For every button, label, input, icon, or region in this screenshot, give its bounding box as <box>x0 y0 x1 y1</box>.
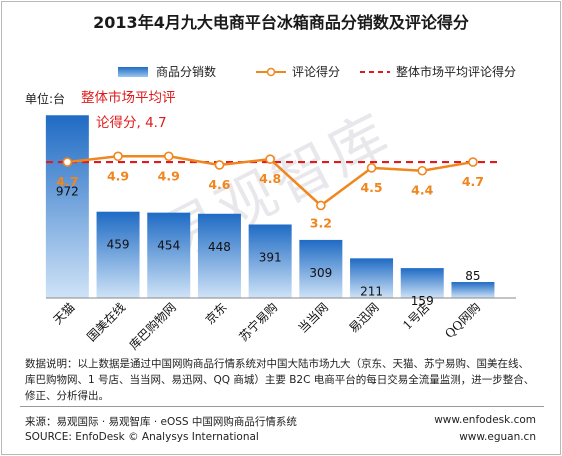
bar-value-label-4: 391 <box>259 250 282 264</box>
score-point-4 <box>265 154 275 164</box>
bar-3 <box>197 213 241 298</box>
score-point-8 <box>468 157 478 167</box>
score-point-0 <box>62 157 73 167</box>
bar-5 <box>299 239 343 298</box>
bar-value-label-7: 159 <box>411 294 434 308</box>
score-point-3 <box>214 160 225 170</box>
bar-6 <box>350 258 394 298</box>
x-tick-label-0: 天猫 <box>51 300 78 327</box>
bar-value-label-1: 459 <box>107 238 130 252</box>
bar-value-label-2: 454 <box>157 239 180 253</box>
score-point-6 <box>366 163 377 173</box>
x-tick-label-4: 苏宁易购 <box>236 300 281 345</box>
legend-avg-label: 整体市场平均评论得分 <box>396 65 517 79</box>
source-url-1: www.enfodesk.com <box>434 414 536 426</box>
x-tick-label-6: 易迅网 <box>346 300 381 335</box>
x-tick-label-8: QQ网购 <box>442 300 483 341</box>
bar-value-label-0: 972 <box>56 184 79 198</box>
score-label-4: 4.8 <box>259 171 281 186</box>
bar-value-label-3: 448 <box>208 240 231 254</box>
score-label-6: 4.5 <box>360 180 382 195</box>
score-label-5: 3.2 <box>310 215 332 230</box>
score-point-2 <box>163 151 174 162</box>
x-tick-label-2: 库巴购物网 <box>126 300 179 353</box>
source-url-2: www.eguan.cn <box>459 431 536 443</box>
legend-bar-swatch <box>118 66 148 77</box>
bar-value-label-8: 85 <box>465 269 480 283</box>
score-label-2: 4.9 <box>158 168 180 183</box>
note-line-1: 数据说明：以上数据是通过中国网购商品行情系统对中国大陆市场九大（京东、天猫、苏宁… <box>25 358 529 370</box>
unit-label: 单位:台 <box>25 92 66 106</box>
bar-0 <box>45 115 89 298</box>
note-line-3: 修正、分析得出。 <box>25 390 109 402</box>
bar-2 <box>147 212 191 298</box>
chart-title: 2013年4月九大电商平台冰箱商品分销数及评论得分 <box>93 13 469 32</box>
score-label-1: 4.9 <box>107 168 129 183</box>
bar-value-label-5: 309 <box>309 266 332 280</box>
bar-value-label-6: 211 <box>360 284 383 298</box>
score-label-0: 4.7 <box>56 174 78 189</box>
footer-separator <box>20 406 544 407</box>
x-tick-label-5: 当当网 <box>296 300 331 335</box>
score-point-7 <box>417 165 428 176</box>
score-label-3: 4.6 <box>208 177 230 192</box>
legend-line-swatch <box>256 67 286 76</box>
legend-line: 评论得分 <box>256 63 340 80</box>
source-en: SOURCE: EnfoDesk © Analysys Internationa… <box>25 431 259 443</box>
source-cn: 来源：易观国际 · 易观智库 · eOSS 中国网购商品行情系统 <box>25 416 297 428</box>
avg-annotation-line1: 整体市场平均评 <box>81 89 176 106</box>
legend-avg-swatch <box>360 70 390 73</box>
bar-7 <box>400 268 444 298</box>
legend-avg: 整体市场平均评论得分 <box>360 63 516 80</box>
x-tick-label-1: 国美在线 <box>84 300 128 344</box>
avg-annotation-line2: 论得分, 4.7 <box>96 114 167 131</box>
data-note: 数据说明：以上数据是通过中国网购商品行情系统对中国大陆市场九大（京东、天猫、苏宁… <box>25 356 545 404</box>
bar-8 <box>451 282 495 298</box>
bar-1 <box>96 211 140 298</box>
legend-bar-label: 商品分销数 <box>156 65 217 79</box>
note-line-2: 库巴购物网、1 号店、当当网、易迅网、QQ 商城）主要 B2C 电商平台的每日交… <box>25 374 535 386</box>
score-point-1 <box>113 151 123 162</box>
legend-line-label: 评论得分 <box>292 65 341 79</box>
score-label-8: 4.7 <box>462 174 484 189</box>
score-point-5 <box>316 200 326 211</box>
bar-4 <box>248 224 292 298</box>
legend-bar: 商品分销数 <box>118 63 216 80</box>
score-label-7: 4.4 <box>411 183 433 198</box>
x-tick-label-3: 京东 <box>203 300 230 327</box>
